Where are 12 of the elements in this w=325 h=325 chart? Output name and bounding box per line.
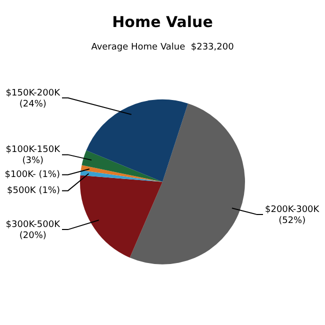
slice-label: $100K-150K — [6, 145, 62, 156]
chart-title: Home Value — [112, 12, 213, 31]
slice-label: $500K (1%) — [7, 186, 60, 196]
slice-label: $100K- (1%) — [4, 170, 60, 180]
slice-label: $300K-500K — [6, 220, 62, 230]
data-label: (24%) — [19, 99, 46, 110]
data-label: (20%) — [19, 230, 46, 241]
data-label: (3%) — [22, 156, 44, 166]
slice-label: $200K-300K — [264, 204, 320, 215]
slice-label: $150K-200K — [6, 88, 62, 98]
data-label: (52%) — [278, 216, 306, 226]
chart-subtitle: Average Home Value $233,200 — [91, 42, 234, 53]
